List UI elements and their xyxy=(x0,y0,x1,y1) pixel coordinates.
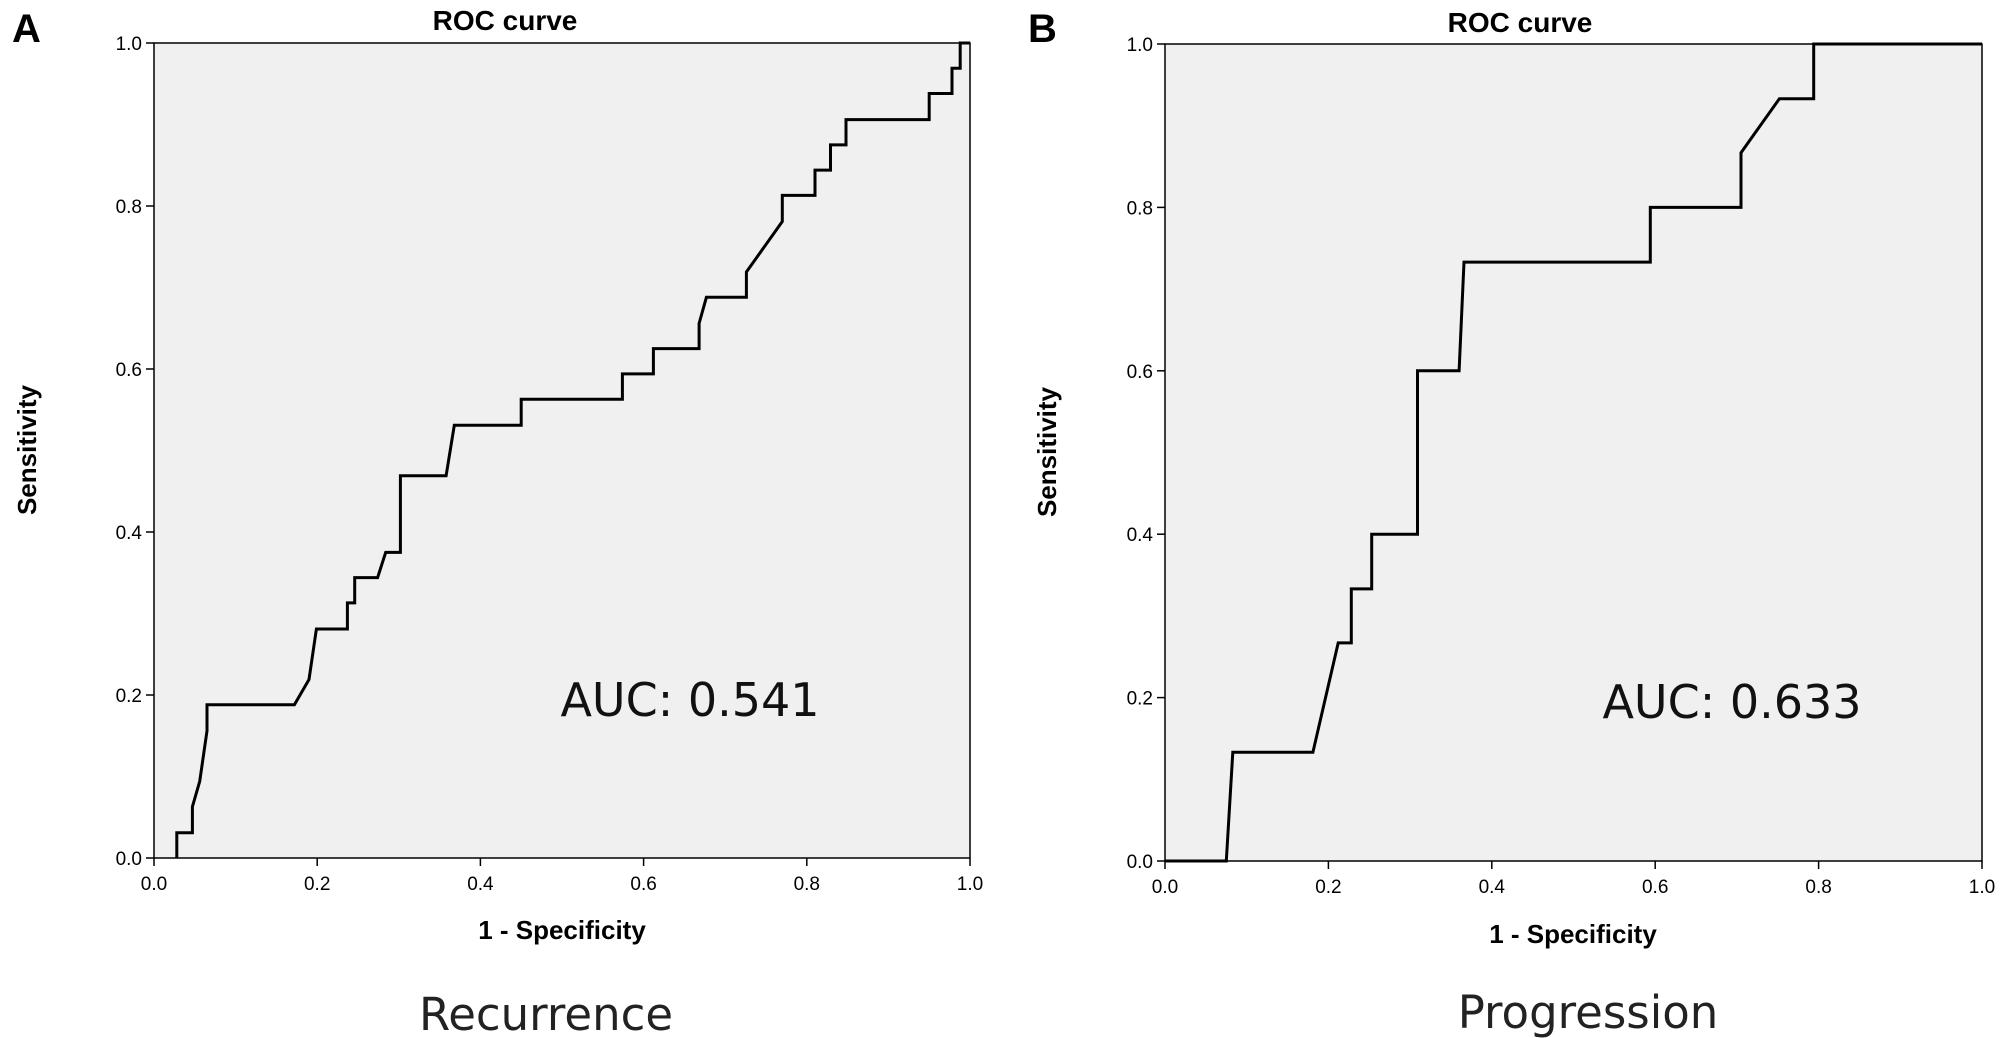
y-tick-label: 0.2 xyxy=(1127,689,1153,710)
roc-panel-recurrence: A ROC curve 0.0 0.2 0.4 0.6 0.8 1.0 0.0 0.2 0.4… xyxy=(12,5,983,1038)
auc-annotation: AUC: 0.541 xyxy=(560,673,819,727)
panel-label-a: A xyxy=(12,7,41,51)
x-tick-label: 0.6 xyxy=(630,874,656,895)
x-tick-label: 0.2 xyxy=(304,874,330,895)
x-tick-label: 0.8 xyxy=(794,874,820,895)
y-axis-label: Sensitivity xyxy=(12,384,42,515)
chart-title: ROC curve xyxy=(433,5,578,36)
y-tick-label: 0.4 xyxy=(1127,525,1154,546)
y-tick-label: 0.0 xyxy=(116,849,142,870)
y-tick-label: 1.0 xyxy=(1127,35,1153,56)
panel-caption: Progression xyxy=(1458,986,1719,1038)
x-tick-label: 0.2 xyxy=(1315,877,1341,898)
panel-label-b: B xyxy=(1028,7,1057,51)
x-axis-ticks: 0.0 0.2 0.4 0.6 0.8 1.0 xyxy=(1152,861,1995,898)
y-tick-label: 0.8 xyxy=(116,197,142,218)
plot-area xyxy=(1164,43,1983,862)
y-tick-label: 0.8 xyxy=(1127,198,1153,219)
x-tick-label: 1.0 xyxy=(957,874,983,895)
roc-curve-line xyxy=(175,41,970,858)
chart-title: ROC curve xyxy=(1448,7,1593,38)
y-tick-label: 0.4 xyxy=(116,523,143,544)
x-tick-label: 1.0 xyxy=(1969,877,1995,898)
x-tick-label: 0.4 xyxy=(467,874,494,895)
x-tick-label: 0.0 xyxy=(1152,877,1178,898)
panel-caption: Recurrence xyxy=(419,988,673,1038)
plot-area xyxy=(153,42,971,859)
roc-panel-progression: B ROC curve 0.0 0.2 0.4 0.6 0.8 1.0 0.0 0.2 0.4… xyxy=(1028,7,1995,1038)
x-tick-label: 0.0 xyxy=(141,874,167,895)
x-tick-label: 0.8 xyxy=(1805,877,1831,898)
y-tick-label: 0.6 xyxy=(1127,362,1153,383)
y-axis-label: Sensitivity xyxy=(1032,386,1062,517)
x-axis-label: 1 - Specificity xyxy=(1489,919,1657,949)
y-axis-ticks: 0.0 0.2 0.4 0.6 0.8 1.0 xyxy=(116,34,154,870)
y-tick-label: 1.0 xyxy=(116,34,142,55)
auc-annotation: AUC: 0.633 xyxy=(1602,675,1861,729)
x-tick-label: 0.6 xyxy=(1642,877,1668,898)
y-tick-label: 0.6 xyxy=(116,360,142,381)
x-axis-label: 1 - Specificity xyxy=(478,915,646,945)
y-tick-label: 0.2 xyxy=(116,686,142,707)
roc-curve-line xyxy=(1165,42,1982,863)
x-tick-label: 0.4 xyxy=(1479,877,1506,898)
x-axis-ticks: 0.0 0.2 0.4 0.6 0.8 1.0 xyxy=(141,858,983,895)
y-axis-ticks: 0.0 0.2 0.4 0.6 0.8 1.0 xyxy=(1127,35,1165,873)
y-tick-label: 0.0 xyxy=(1127,852,1153,873)
